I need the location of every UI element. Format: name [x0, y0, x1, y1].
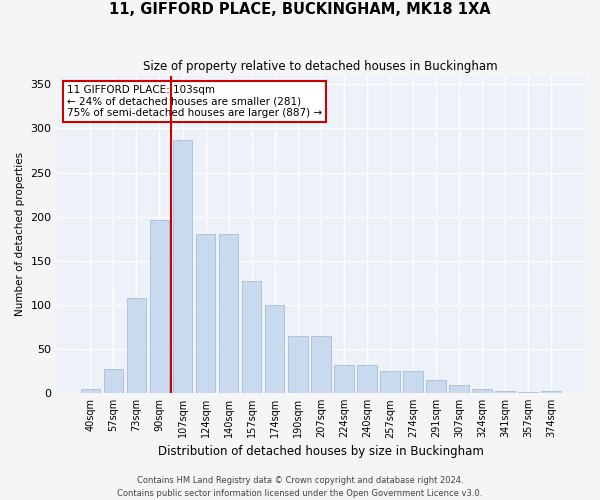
Bar: [196, 234, 215, 393]
Bar: [357, 365, 377, 393]
Bar: [518, 392, 538, 393]
Text: Contains HM Land Registry data © Crown copyright and database right 2024.
Contai: Contains HM Land Registry data © Crown c…: [118, 476, 482, 498]
Bar: [242, 281, 262, 393]
Bar: [173, 140, 193, 393]
Bar: [288, 336, 308, 393]
Bar: [472, 389, 492, 393]
Bar: [104, 370, 123, 393]
Bar: [334, 365, 353, 393]
Bar: [403, 371, 423, 393]
Bar: [496, 392, 515, 393]
Text: 11, GIFFORD PLACE, BUCKINGHAM, MK18 1XA: 11, GIFFORD PLACE, BUCKINGHAM, MK18 1XA: [109, 2, 491, 18]
Bar: [219, 234, 238, 393]
Bar: [311, 336, 331, 393]
Y-axis label: Number of detached properties: Number of detached properties: [15, 152, 25, 316]
Title: Size of property relative to detached houses in Buckingham: Size of property relative to detached ho…: [143, 60, 498, 73]
Bar: [80, 389, 100, 393]
Text: 11 GIFFORD PLACE: 103sqm
← 24% of detached houses are smaller (281)
75% of semi-: 11 GIFFORD PLACE: 103sqm ← 24% of detach…: [67, 85, 322, 118]
Bar: [541, 392, 561, 393]
Bar: [380, 371, 400, 393]
Bar: [149, 220, 169, 393]
Bar: [449, 386, 469, 393]
X-axis label: Distribution of detached houses by size in Buckingham: Distribution of detached houses by size …: [158, 444, 484, 458]
Bar: [265, 305, 284, 393]
Bar: [426, 380, 446, 393]
Bar: [127, 298, 146, 393]
